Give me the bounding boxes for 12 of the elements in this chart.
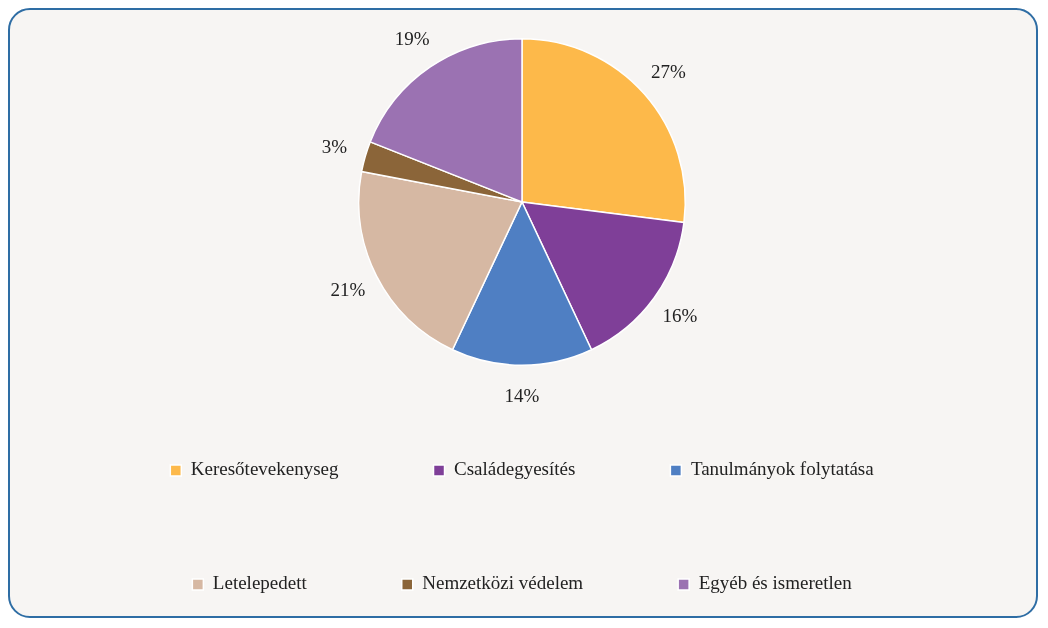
data-label: 21% [330,278,366,300]
data-label: 27% [651,60,687,82]
legend-label: Családegyesítés [454,458,576,480]
data-label: 19% [394,28,430,50]
legend-label: Egyéb és ismeretlen [698,572,853,594]
data-label: 16% [662,304,698,326]
legend-label: Tanulmányok folytatása [690,458,875,480]
data-label: 3% [321,135,348,157]
legend-label: Keresőtevekenyseg [190,458,340,480]
legend-label: Letelepedett [212,572,308,594]
data-label: 14% [504,385,540,407]
legend-label: Nemzetközi védelem [422,572,584,594]
